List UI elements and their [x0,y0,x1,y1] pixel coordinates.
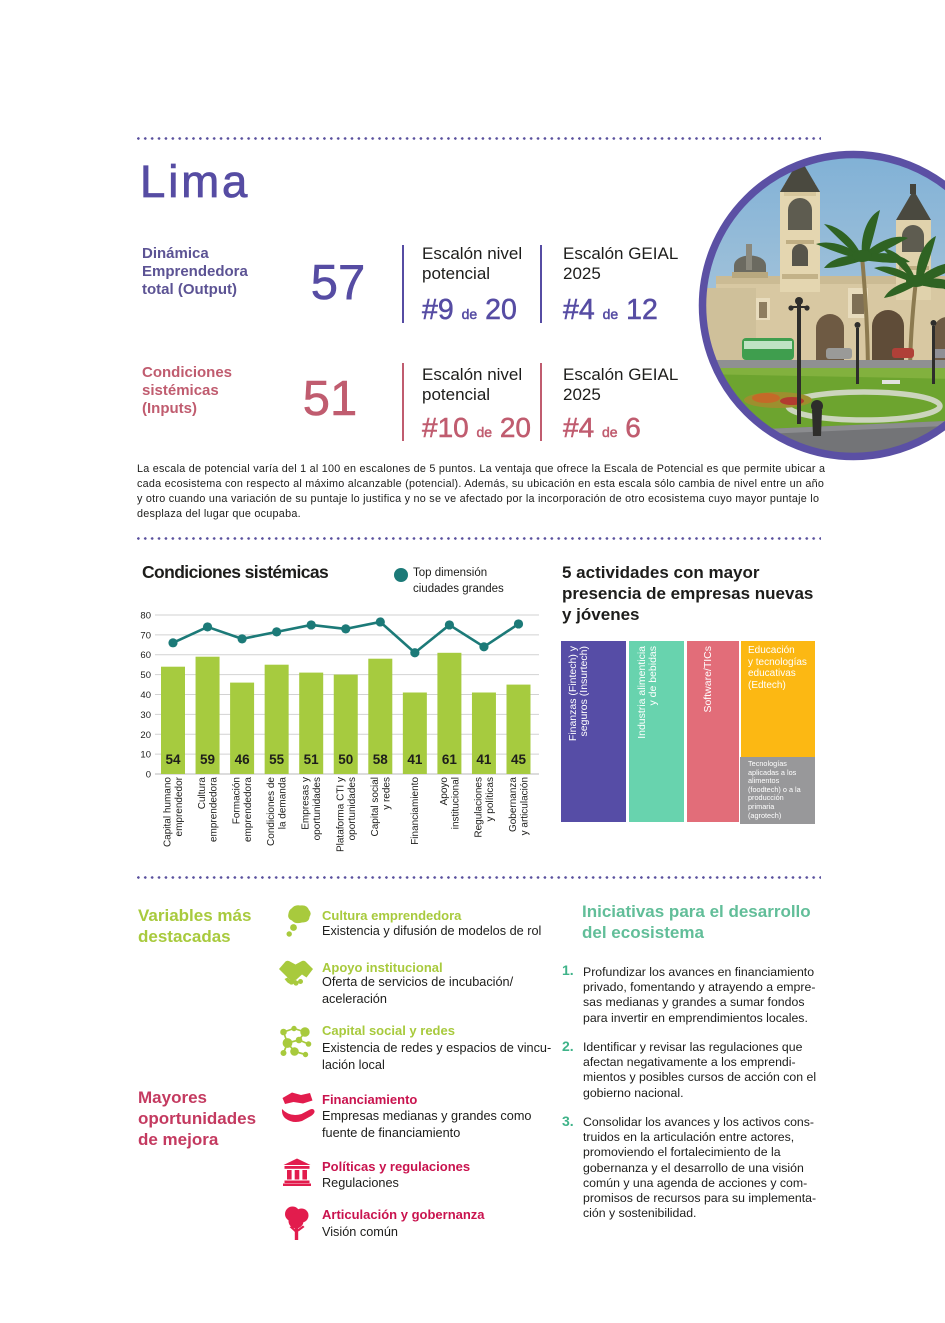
svg-text:41: 41 [476,752,492,767]
svg-text:80: 80 [140,611,151,622]
svg-text:45: 45 [511,752,527,767]
svg-text:54: 54 [165,752,181,767]
svg-text:58: 58 [373,752,389,767]
svg-text:40: 40 [140,690,151,701]
svg-text:20: 20 [140,730,151,741]
svg-text:Gobernanzay articulación: Gobernanzay articulación [508,777,531,836]
svg-text:51: 51 [304,752,320,767]
svg-text:Condiciones dela demanda: Condiciones dela demanda [266,777,289,846]
svg-text:30: 30 [140,710,151,721]
svg-text:0: 0 [146,770,151,781]
svg-text:Capital humanoemprendedor: Capital humanoemprendedor [163,776,186,847]
svg-text:61: 61 [442,752,458,767]
svg-text:Empresas yoportunidades: Empresas yoportunidades [301,777,324,840]
svg-text:10: 10 [140,750,151,761]
svg-text:70: 70 [140,630,151,641]
svg-text:Culturaemprendedora: Culturaemprendedora [197,777,220,842]
svg-text:59: 59 [200,752,215,767]
svg-text:Apoyoinstitucional: Apoyoinstitucional [439,777,462,830]
svg-text:46: 46 [235,752,251,767]
svg-text:55: 55 [269,752,285,767]
svg-text:50: 50 [338,752,353,767]
svg-text:60: 60 [140,650,151,661]
svg-text:Regulacionesy políticas: Regulacionesy políticas [473,777,496,838]
svg-text:41: 41 [407,752,423,767]
svg-text:Formaciónemprendedora: Formaciónemprendedora [232,777,255,842]
svg-text:Plataforma CTI yoportunidades: Plataforma CTI yoportunidades [335,777,358,852]
svg-text:50: 50 [140,670,151,681]
svg-text:Financiamiento: Financiamiento [410,777,421,845]
svg-text:Capital socialy redes: Capital socialy redes [370,777,393,836]
